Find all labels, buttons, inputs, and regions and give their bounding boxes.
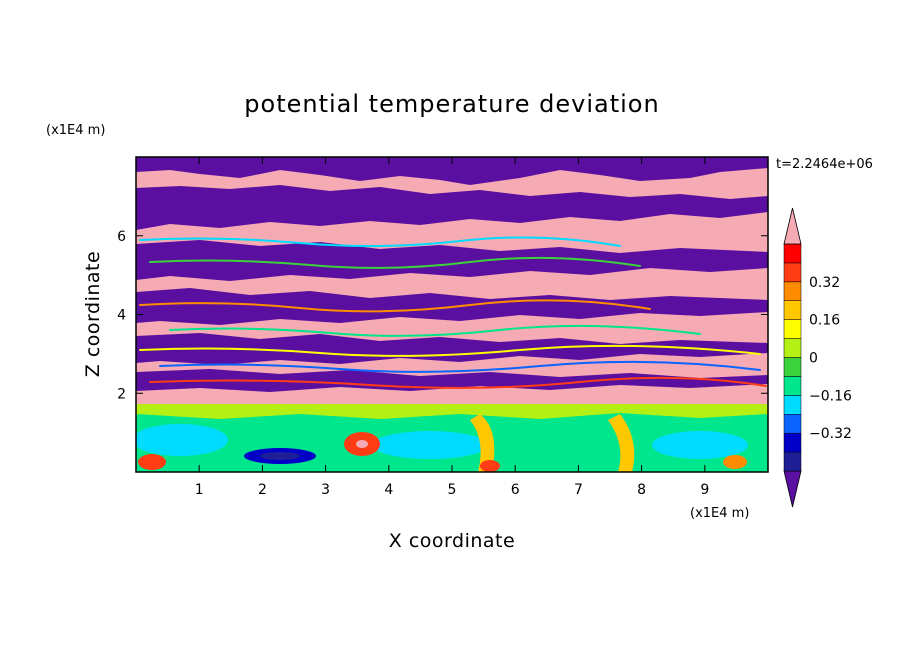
warm-surface-3 (723, 455, 747, 469)
colorbar-swatch (783, 376, 802, 396)
y-axis-ticks: 2 4 6 (117, 229, 768, 402)
colorbar-swatch (783, 243, 802, 264)
colorbar-swatch (783, 414, 802, 434)
x-tick-label: 6 (511, 482, 520, 498)
x-tick-label: 4 (384, 482, 393, 498)
y-axis-label: Z coordinate (82, 251, 104, 377)
shear-filaments (139, 236, 767, 389)
colorbar-swatch (783, 395, 802, 415)
x-tick-label: 9 (700, 482, 709, 498)
warm-plume-2 (608, 414, 635, 472)
x-tick-label: 1 (195, 482, 204, 498)
colorbar-tick-label: 0 (809, 351, 818, 367)
cold-core-inner (260, 452, 300, 460)
colorbar-swatch (783, 432, 802, 453)
colorbar-swatch (783, 281, 802, 302)
colorbar-swatch (783, 357, 802, 377)
y-tick-label: 2 (117, 386, 126, 402)
x-unit-label: (x1E4 m) (690, 506, 749, 521)
colorbar-extend-high (783, 207, 802, 245)
colorbar-swatch (783, 338, 802, 358)
colorbar-tick-label: −0.16 (809, 388, 852, 404)
x-tick-label: 2 (258, 482, 267, 498)
warm-plume-1 (470, 414, 495, 472)
x-tick-label: 3 (321, 482, 330, 498)
colorbar-swatch (783, 451, 802, 472)
colorbar-swatch (783, 300, 802, 320)
warm-blob-1-core (356, 440, 368, 448)
warm-surface-2 (480, 460, 500, 472)
y-tick-label: 6 (117, 229, 126, 245)
x-tick-label: 8 (637, 482, 646, 498)
x-tick-label: 5 (448, 482, 457, 498)
colorbar: −0.32 −0.16 0 0.16 0.32 (783, 207, 852, 508)
field-band-3 (136, 240, 768, 281)
x-axis-ticks: 1 2 3 4 5 6 7 8 9 (195, 157, 709, 498)
cool-pool-3 (652, 431, 748, 459)
field-band-1 (136, 157, 768, 185)
cool-pool-1 (136, 424, 228, 456)
field-band-5 (136, 333, 768, 365)
plot-area (136, 157, 768, 472)
colorbar-swatch (783, 262, 802, 283)
x-axis-label: X coordinate (389, 530, 515, 552)
y-tick-label: 4 (117, 308, 126, 324)
y-unit-label: (x1E4 m) (46, 123, 105, 138)
colorbar-swatch (783, 319, 802, 339)
x-tick-label: 7 (574, 482, 583, 498)
colorbar-tick-label: 0.32 (809, 275, 840, 291)
colorbar-tick-label: 0.16 (809, 313, 840, 329)
chart-title: potential temperature deviation (244, 90, 659, 118)
colorbar-tick-label: −0.32 (809, 426, 852, 442)
time-label: t=2.2464e+06 (776, 157, 873, 172)
field-band-2 (136, 185, 768, 230)
field-band-6 (136, 369, 768, 392)
colorbar-extend-low (783, 470, 802, 508)
warm-surface-1 (138, 454, 166, 470)
cool-pool-2 (372, 431, 488, 459)
boundary-top-band (136, 404, 768, 419)
